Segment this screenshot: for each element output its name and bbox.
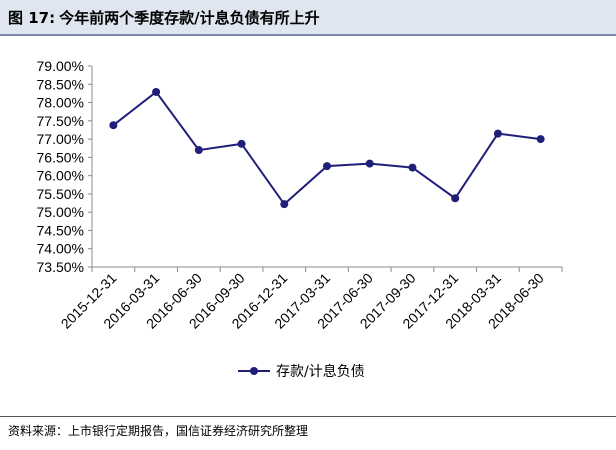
data-point	[536, 135, 545, 144]
y-tick-label: 75.50%	[37, 186, 84, 202]
y-tick-label: 79.00%	[37, 58, 84, 74]
data-point	[280, 200, 289, 209]
y-tick-label: 78.50%	[37, 76, 84, 92]
source-note: 资料来源：上市银行定期报告，国信证券经济研究所整理	[8, 424, 309, 438]
series-line	[112, 90, 541, 206]
line-chart: 73.50% 74.00% 74.50% 75.00% 75.50% 76.00% 76.5…	[37, 58, 563, 380]
data-point	[451, 194, 460, 203]
data-point	[323, 162, 331, 171]
y-tick-label: 73.50%	[37, 259, 84, 275]
legend-label: 存款/计息负债	[276, 363, 365, 380]
data-point	[408, 163, 417, 172]
figure-title: 图 17: 今年前两个季度存款/计息负债有所上升	[8, 7, 320, 28]
y-tick-label: 77.50%	[37, 113, 84, 129]
y-tick-label: 75.00%	[37, 204, 84, 220]
data-point	[152, 87, 161, 96]
data-point	[237, 139, 246, 148]
y-tick-label: 74.50%	[37, 222, 84, 238]
data-point	[365, 159, 374, 168]
data-point	[493, 129, 502, 138]
data-point	[194, 146, 203, 155]
figure-number: 图 17:	[8, 9, 56, 27]
source-divider	[0, 416, 616, 417]
y-tick-label: 76.00%	[37, 168, 84, 184]
y-tick-label: 74.00%	[37, 241, 84, 257]
legend-marker	[250, 367, 258, 375]
y-tick-label: 76.50%	[37, 149, 84, 165]
y-tick-label: 77.00%	[37, 131, 84, 147]
data-point	[109, 121, 118, 130]
y-tick-label: 78.00%	[37, 95, 84, 111]
figure-title-bar: 图 17: 今年前两个季度存款/计息负债有所上升	[0, 0, 616, 36]
figure-title-text: 今年前两个季度存款/计息负债有所上升	[59, 9, 320, 27]
